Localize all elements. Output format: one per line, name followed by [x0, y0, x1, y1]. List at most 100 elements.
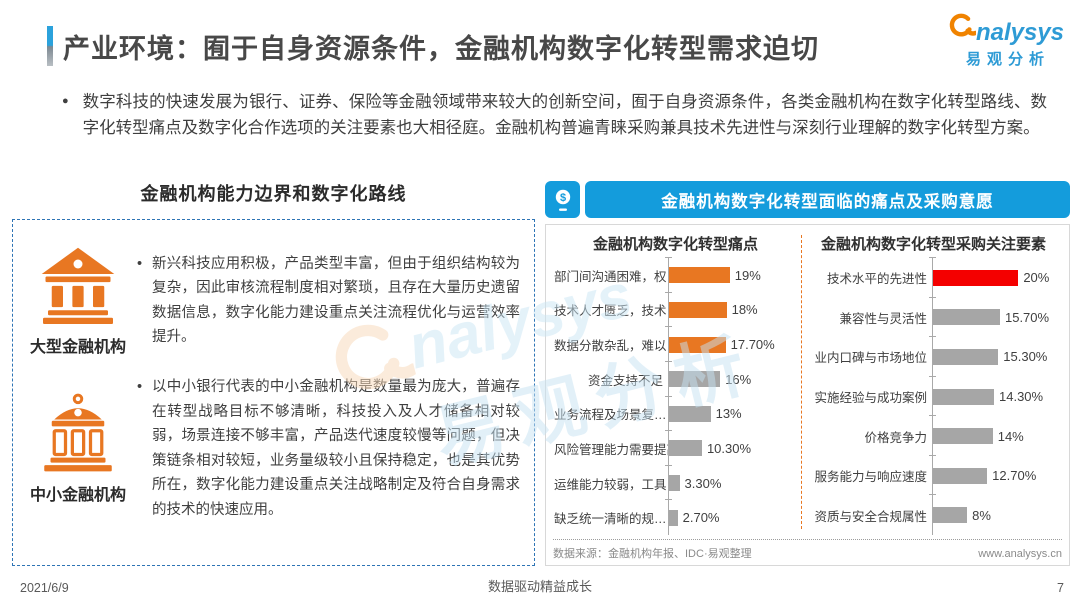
chart-title: 金融机构数字化转型采购关注要素: [820, 236, 1046, 253]
value-label: 8%: [972, 507, 991, 523]
intro-bullet: ●: [62, 95, 69, 107]
value-label: 10.30%: [706, 440, 752, 456]
bar-row: 缺乏统一清晰的规… 2.70%: [554, 499, 797, 535]
website-url: www.analysys.cn: [978, 548, 1062, 560]
bar-row: 风险管理能力需要提高 10.30%: [554, 430, 797, 466]
bar: [669, 475, 680, 492]
bar-track: 19%: [665, 257, 797, 293]
chart-body: 技术水平的先进性 20% 兼容性与灵活性 15.70% 业内口碑与市场地位 15.30% 实…: [806, 257, 1061, 536]
bar-track: 20%: [929, 257, 1061, 298]
bar-track: 13%: [665, 395, 797, 432]
bar: [669, 267, 730, 284]
bar: [669, 440, 702, 457]
logo-brand-text: nalysys: [975, 19, 1065, 46]
right-header-bar: 金融机构数字化转型面临的痛点及采购意愿: [585, 181, 1070, 218]
bank-dome-icon: [38, 392, 118, 477]
institution-description: 新兴科技应用积极，产品类型丰富，但由于组织结构较为复杂，因此审核流程制度相对繁琐…: [152, 255, 520, 346]
value-label: 2.70%: [682, 510, 720, 526]
bar-row: 运维能力较弱，工具… 3.30%: [554, 464, 797, 501]
category-label: 运维能力较弱，工具…: [554, 477, 668, 492]
category-label: 技术人才匮乏，技术…: [554, 304, 668, 319]
right-section-header: $ 金融机构数字化转型面临的痛点及采购意愿: [545, 181, 1070, 218]
bar: [933, 269, 1019, 286]
bar-track: 16%: [665, 360, 797, 397]
right-header-title: 金融机构数字化转型面临的痛点及采购意愿: [661, 192, 994, 211]
dollar-device-icon: $: [545, 181, 580, 218]
value-label: 18%: [731, 302, 758, 318]
item-bullet: •: [137, 379, 143, 395]
category-label: 风险管理能力需要提高: [554, 442, 668, 457]
category-label: 价格竞争力: [864, 430, 927, 445]
chart-footer: 数据来源：金融机构年报、IDC·易观整理 www.analysys.cn: [553, 539, 1062, 561]
institution-item-large: 大型金融机构 • 新兴科技应用积极，产品类型丰富，但由于组织结构较为复杂，因此审…: [19, 244, 524, 357]
category-label: 业内口碑与市场地位: [814, 351, 927, 366]
title-accent-bar: [47, 26, 53, 66]
bar: [933, 428, 993, 445]
data-source-note: 数据来源：金融机构年报、IDC·易观整理: [553, 548, 752, 560]
analysys-logo: nalysys 易观分析: [944, 10, 1066, 69]
footer-date: 2021/6/9: [20, 581, 69, 595]
bar-row: 部门间沟通困难，权… 19%: [554, 257, 797, 293]
institution-label: 大型金融机构: [29, 339, 126, 356]
chart-title: 金融机构数字化转型痛点: [592, 236, 758, 253]
bar-track: 12.70%: [929, 454, 1061, 496]
bar: [669, 405, 711, 422]
intro-text: 数字科技的快速发展为银行、证券、保险等金融领域带来较大的创新空间，囿于自身资源条…: [82, 93, 1047, 137]
institution-label: 中小金融机构: [29, 487, 126, 504]
bar: [669, 301, 727, 318]
chart-body: 部门间沟通困难，权… 19% 技术人才匮乏，技术… 18% 数据分散杂乱，难以… 17.7…: [554, 257, 797, 535]
bar: [669, 336, 726, 353]
analysys-swirl-icon: [946, 10, 978, 45]
intro-paragraph: ● 数字科技的快速发展为银行、证券、保险等金融领域带来较大的创新空间，囿于自身资…: [62, 89, 1047, 141]
value-label: 3.30%: [684, 475, 722, 491]
bar-row: 业内口碑与市场地位 15.30%: [806, 336, 1061, 377]
bar-track: 14.30%: [929, 375, 1061, 417]
bar: [933, 388, 994, 405]
bar: [933, 309, 1000, 326]
chart-divider: [801, 235, 802, 529]
bar-track: 2.70%: [665, 499, 797, 535]
page-title: 产业环境：囿于自身资源条件，金融机构数字化转型需求迫切: [63, 33, 819, 64]
bar-row: 服务能力与响应速度 12.70%: [806, 454, 1061, 496]
bar-track: 15.30%: [929, 336, 1061, 377]
category-label: 服务能力与响应速度: [814, 470, 927, 485]
bar: [933, 348, 999, 365]
bar-track: 10.30%: [665, 430, 797, 466]
value-label: 20%: [1023, 270, 1050, 286]
category-label: 实施经验与成功案例: [814, 391, 927, 406]
category-label: 缺乏统一清晰的规…: [554, 512, 667, 527]
value-label: 15.70%: [1004, 309, 1050, 325]
value-label: 19%: [734, 267, 761, 283]
value-label: 13%: [715, 406, 742, 422]
logo-brand-cn: 易观分析: [965, 51, 1050, 68]
bar-row: 技术人才匮乏，技术… 18%: [554, 291, 797, 328]
value-label: 14.30%: [999, 389, 1044, 405]
bar-row: 技术水平的先进性 20%: [806, 257, 1061, 298]
bar-row: 资质与安全合规属性 8%: [806, 494, 1061, 536]
bar-row: 数据分散杂乱，难以… 17.70%: [554, 326, 797, 362]
category-label: 兼容性与灵活性: [839, 311, 927, 326]
category-label: 业务流程及场景复…: [554, 408, 667, 423]
bar: [933, 507, 968, 524]
bar-row: 兼容性与灵活性 15.70%: [806, 296, 1061, 338]
left-panel: 大型金融机构 • 新兴科技应用积极，产品类型丰富，但由于组织结构较为复杂，因此审…: [12, 219, 535, 566]
bank-classic-icon: [38, 244, 118, 329]
category-label: 部门间沟通困难，权…: [554, 269, 668, 284]
bar-row: 业务流程及场景复… 13%: [554, 395, 797, 432]
institution-item-small: 中小金融机构 • 以中小银行代表的中小金融机构是数量最为庞大，普遍存在转型战略目…: [19, 375, 524, 522]
pain-points-chart: 金融机构数字化转型痛点 部门间沟通困难，权… 19% 技术人才匮乏，技术… 18% 数据…: [554, 233, 797, 535]
bar-track: 3.30%: [665, 464, 797, 501]
bar-track: 14%: [929, 415, 1061, 456]
value-label: 17.70%: [730, 337, 775, 353]
value-label: 15.30%: [1003, 349, 1048, 365]
page-title-row: 产业环境：囿于自身资源条件，金融机构数字化转型需求迫切: [47, 26, 930, 66]
category-label: 资质与安全合规属性: [814, 509, 927, 524]
footer-slogan: 数据驱动精益成长: [487, 579, 592, 594]
bar: [933, 467, 988, 484]
svg-text:$: $: [559, 192, 565, 204]
bar-row: 价格竞争力 14%: [806, 415, 1061, 456]
category-label: 技术水平的先进性: [826, 272, 927, 287]
right-panel: 金融机构数字化转型痛点 部门间沟通困难，权… 19% 技术人才匮乏，技术… 18% 数据…: [545, 224, 1070, 566]
bar-track: 17.70%: [665, 326, 797, 362]
